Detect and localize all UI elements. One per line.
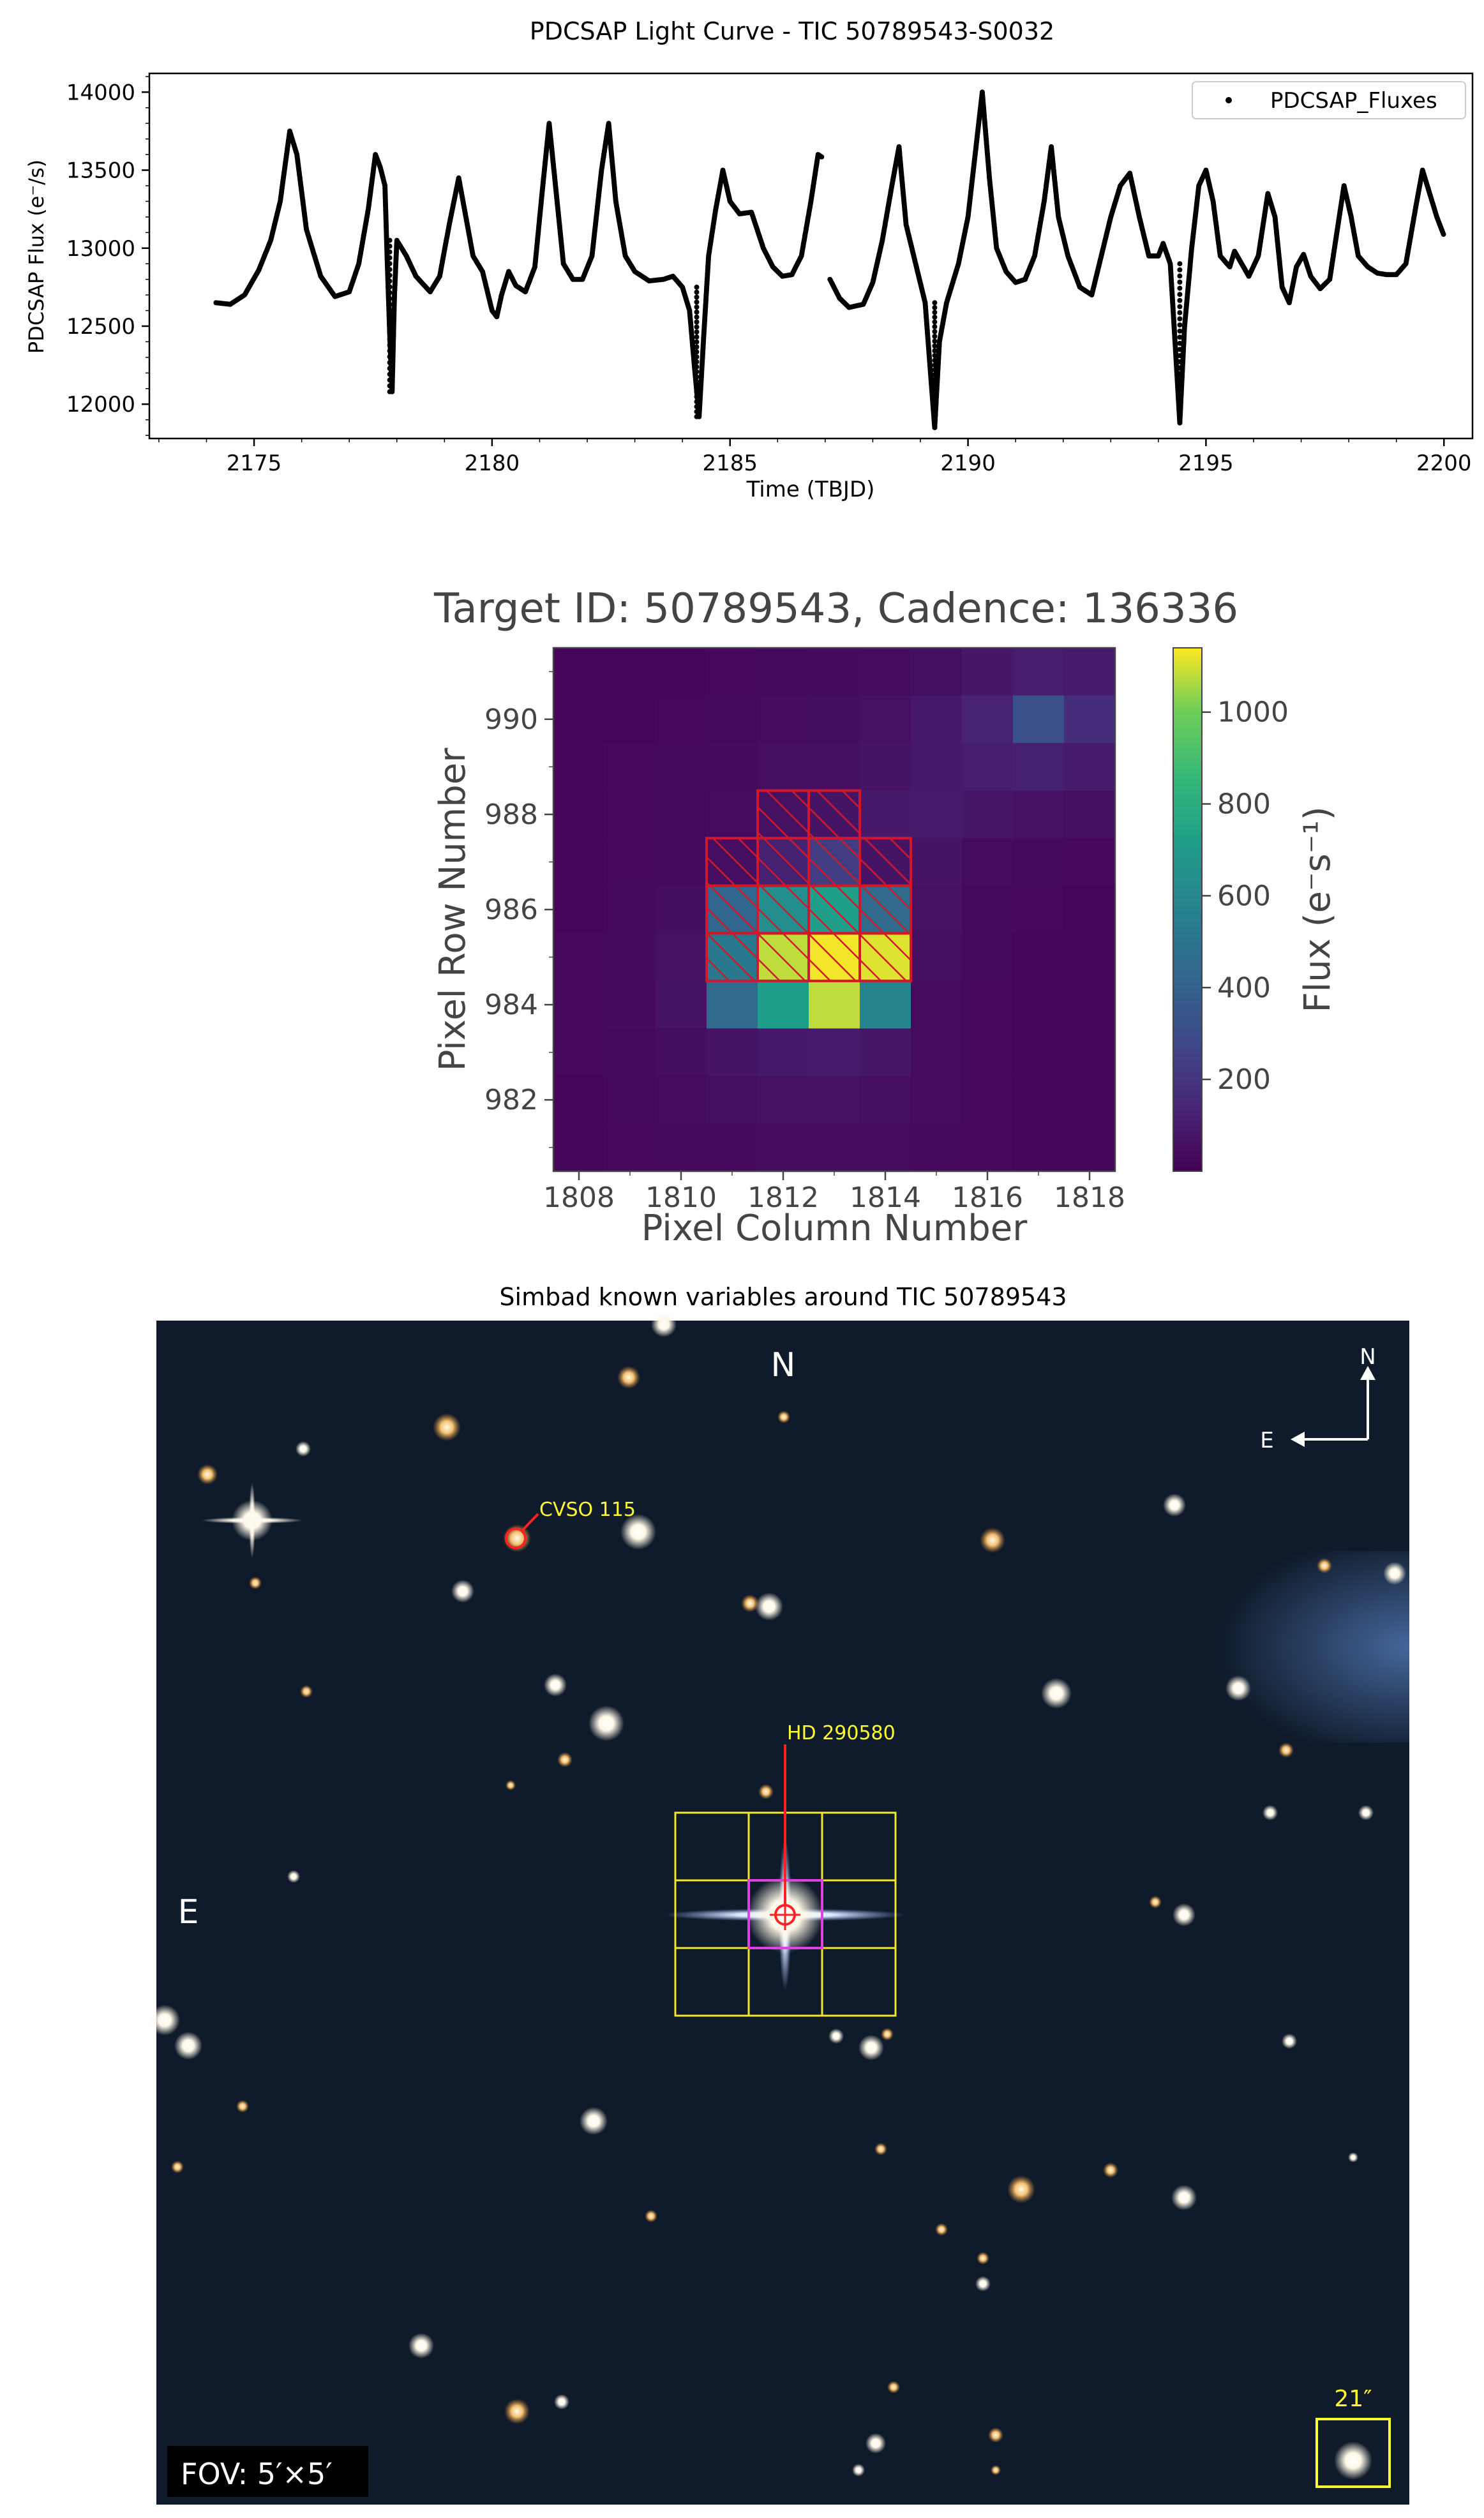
- star: [557, 1752, 573, 1767]
- star: [504, 2399, 530, 2424]
- star: [858, 2035, 884, 2060]
- star: [881, 2028, 894, 2041]
- star: [580, 2107, 608, 2135]
- light-curve-plot-frame: [148, 72, 1474, 440]
- star: [1278, 1742, 1294, 1758]
- star: [1103, 2162, 1118, 2178]
- light-curve-series: [213, 89, 1446, 430]
- star: [887, 2381, 900, 2394]
- star: [451, 1580, 474, 1603]
- fov-badge: FOV: 5′×5′: [167, 2446, 368, 2497]
- star: [1383, 1562, 1406, 1585]
- star: [544, 1674, 567, 1697]
- star: [149, 2005, 180, 2035]
- light-curve-panel: PDCSAP Light Curve - TIC 50789543-S0032 …: [24, 17, 1474, 502]
- star-spike: [249, 1482, 255, 1559]
- star: [977, 2252, 989, 2265]
- star: [1041, 1678, 1072, 1709]
- x-tick-label: 2190: [940, 451, 996, 476]
- star: [1149, 1896, 1162, 1908]
- star: [991, 2465, 1001, 2475]
- star: [1163, 1494, 1186, 1517]
- star: [874, 2143, 887, 2155]
- star: [1358, 1805, 1374, 1820]
- x-tick-label: 2180: [465, 451, 520, 476]
- x-tick-label: 2185: [702, 451, 758, 476]
- star: [852, 2464, 865, 2477]
- sky-north-label: N: [771, 1346, 796, 1384]
- compass-east-label: E: [1260, 1428, 1273, 1453]
- star: [645, 2210, 657, 2222]
- star: [1263, 1805, 1278, 1820]
- sky-east-label: E: [178, 1893, 199, 1931]
- star: [174, 2032, 202, 2060]
- star: [755, 1592, 783, 1621]
- star: [988, 2427, 1003, 2443]
- star: [296, 1441, 311, 1457]
- star: [287, 1870, 300, 1883]
- star: [506, 1780, 516, 1790]
- light-curve-title: PDCSAP Light Curve - TIC 50789543-S0032: [530, 17, 1054, 45]
- star: [197, 1464, 218, 1485]
- star: [975, 2276, 991, 2291]
- star: [433, 1413, 461, 1441]
- star: [554, 2394, 569, 2409]
- star: [1348, 2152, 1358, 2162]
- star: [408, 2333, 434, 2358]
- star: [300, 1685, 313, 1698]
- hd290580-label: HD 290580: [787, 1722, 896, 1744]
- star: [1171, 2185, 1197, 2210]
- x-tick-label: 2175: [227, 451, 282, 476]
- star: [249, 1577, 262, 1589]
- star: [935, 2223, 948, 2236]
- star: [777, 1411, 790, 1423]
- y-tick-label: 13500: [66, 158, 135, 184]
- x-tick-label: 2200: [1416, 451, 1472, 476]
- star: [651, 1312, 677, 1337]
- star: [588, 1705, 624, 1741]
- star: [617, 1366, 640, 1389]
- scale-label: 21″: [1334, 2386, 1372, 2412]
- star: [828, 2028, 844, 2044]
- star: [1317, 1558, 1332, 1573]
- star: [1007, 2175, 1035, 2203]
- star: [1173, 1903, 1195, 1926]
- fov-label: FOV: 5′×5′: [181, 2457, 333, 2491]
- star: [1282, 2034, 1297, 2049]
- star: [866, 2433, 886, 2454]
- flux-point: [819, 154, 825, 160]
- y-tick-label: 12500: [66, 314, 135, 340]
- star: [1225, 1675, 1251, 1701]
- star: [171, 2161, 184, 2173]
- y-tick-label: 14000: [66, 80, 135, 105]
- light-curve-ticks: 2175 2180 2185 2190 2195 2200 12000 12500 13000 1…: [66, 76, 1472, 476]
- star: [741, 1594, 759, 1612]
- sky-glow: [1085, 1551, 1409, 1742]
- sky-title: Simbad known variables around TIC 507895…: [499, 1283, 1067, 1311]
- y-tick-label: 13000: [66, 236, 135, 262]
- star: [236, 2100, 249, 2113]
- star: [758, 1784, 774, 1799]
- cvso115-label: CVSO 115: [539, 1499, 636, 1521]
- y-tick-label: 12000: [66, 392, 135, 417]
- star: [1334, 2441, 1372, 2480]
- x-tick-label: 2195: [1178, 451, 1234, 476]
- star: [980, 1527, 1005, 1553]
